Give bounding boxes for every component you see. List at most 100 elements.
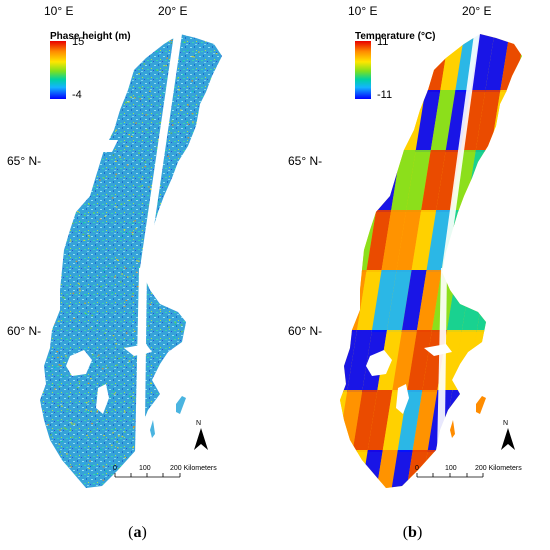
lat-label-60n: 60° N-	[7, 324, 42, 338]
temperature-swath	[310, 90, 335, 152]
temperature-swath	[340, 390, 348, 452]
temperature-swath	[491, 270, 517, 332]
lon-label-10e: 10° E	[348, 4, 378, 18]
temperature-swath	[457, 390, 483, 452]
temperature-swath	[305, 30, 330, 92]
temperature-swath	[275, 150, 281, 212]
temperature-swath	[340, 450, 353, 488]
temperature-swath	[352, 390, 378, 452]
north-label: N	[196, 420, 202, 427]
lat-label-60n: 60° N-	[288, 324, 323, 338]
temperature-swath	[475, 90, 501, 152]
temperature-swath	[287, 330, 312, 392]
temperature-swath	[347, 330, 372, 392]
lakes	[366, 344, 486, 438]
lakes	[66, 344, 186, 438]
temperature-swath	[356, 270, 382, 332]
temperature-swath	[312, 270, 337, 332]
lake-malaren	[424, 344, 452, 356]
temperature-swath	[397, 390, 423, 452]
temperature-swath	[485, 34, 510, 92]
lat-label-65n: 65° N-	[288, 154, 323, 168]
temperature-swath	[275, 210, 286, 272]
temperature-swath	[275, 270, 292, 332]
temperature-swath	[495, 150, 521, 212]
temperature-swath	[276, 210, 301, 272]
temperature-swath	[275, 330, 282, 392]
temperature-swath	[386, 270, 412, 332]
temperature-swath	[470, 34, 495, 92]
lat-label-65n: 65° N-	[7, 154, 42, 168]
temperature-swath	[340, 34, 345, 92]
caption-a: (a)	[128, 524, 147, 541]
lake-vanern	[66, 350, 92, 376]
swath-gaps	[102, 34, 182, 500]
sweden-landmass	[40, 34, 222, 488]
scale-tick-0: 0	[415, 465, 419, 472]
scale-tick-100: 100	[139, 465, 151, 472]
temperature-swath	[390, 150, 416, 212]
temperature-swath	[462, 450, 488, 488]
temperature-swath	[480, 150, 506, 212]
temperature-swath	[340, 90, 351, 152]
lon-label-20e: 20° E	[462, 4, 492, 18]
temperature-swath	[291, 210, 316, 272]
temperature-swath	[340, 150, 356, 212]
swath-gap	[436, 268, 447, 500]
scale-tick-200: 200 Kilometers	[170, 465, 217, 472]
temperature-swath	[471, 210, 497, 272]
temperature-swath	[340, 210, 347, 272]
island-gotland	[476, 396, 486, 414]
phase-height-texture	[40, 34, 222, 488]
temperature-swath	[298, 450, 323, 512]
temperature-swath	[482, 330, 507, 392]
temperature-swath	[297, 270, 322, 332]
swath-gap	[134, 268, 147, 500]
north-arrow-icon	[194, 428, 208, 450]
swath-gap	[140, 34, 182, 268]
legend-min-value: -11	[377, 89, 393, 101]
temperature-swath	[460, 90, 486, 152]
scale-bar	[114, 473, 181, 478]
legend-max-value: 11	[377, 36, 389, 48]
lake-malaren	[124, 344, 152, 356]
temperature-swath	[340, 270, 352, 332]
temperature-swath	[307, 390, 332, 452]
legend-min-value: -4	[72, 89, 82, 101]
legend-color-ramp	[355, 41, 371, 99]
scale-bar	[416, 473, 484, 478]
temperature-swath	[501, 210, 522, 272]
temperature-swath	[292, 390, 317, 452]
temperature-swath	[342, 450, 368, 488]
temperature-swath	[295, 90, 320, 152]
temperature-swath	[445, 90, 471, 152]
temperature-swath	[275, 30, 300, 92]
temperature-swath	[435, 150, 461, 212]
swath-gap	[442, 34, 480, 268]
lake-vattern	[396, 384, 409, 414]
temperature-swath	[290, 30, 315, 92]
temperature-swath	[520, 90, 522, 152]
temperature-swath	[405, 150, 431, 212]
lake-vanern	[366, 350, 392, 376]
legend-max-value: 15	[72, 36, 85, 48]
temperature-swath	[416, 270, 442, 332]
temperature-swath	[280, 90, 305, 152]
temperature-swath	[426, 210, 452, 272]
temperature-swath	[456, 210, 482, 272]
map-panel-temperature: 10° E 20° E 65° N- 60° N- Temperature (°…	[275, 0, 550, 550]
temperature-swath	[275, 450, 278, 512]
legend-title: Temperature (°C)	[355, 31, 436, 42]
scale-tick-100: 100	[445, 465, 457, 472]
temperature-swath	[530, 30, 550, 92]
temperature-swath	[387, 450, 413, 488]
temperature-swath	[372, 450, 398, 488]
temperature-swath	[275, 390, 287, 452]
temperature-swath	[420, 150, 446, 212]
temperature-swath	[486, 210, 512, 272]
temperature-swath	[345, 150, 371, 212]
temperature-swath	[505, 90, 522, 152]
north-arrow	[194, 428, 208, 450]
scale-tick-0: 0	[113, 465, 117, 472]
temperature-swath	[407, 330, 432, 392]
